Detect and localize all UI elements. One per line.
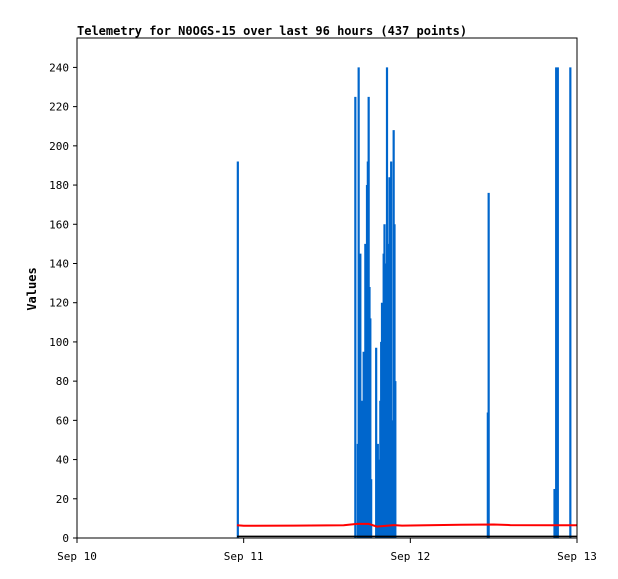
y-tick-label: 140 [49, 257, 69, 270]
y-tick-label: 40 [56, 454, 69, 467]
y-tick-label: 120 [49, 297, 69, 310]
y-tick-label: 60 [56, 414, 69, 427]
y-tick-label: 180 [49, 179, 69, 192]
plot-area [236, 67, 577, 538]
x-tick-label: Sep 11 [224, 550, 264, 563]
x-axis-ticks: Sep 10 Sep 11 Sep 12 Sep 13 [57, 538, 597, 563]
y-tick-label: 240 [49, 61, 69, 74]
plot-frame [76, 37, 578, 539]
y-axis-ticks: 0 20 40 60 80 100 120 140 160 180 200 220 240 [49, 61, 77, 545]
x-tick-label: Sep 13 [557, 550, 597, 563]
chart-title: Telemetry for N0OGS-15 over last 96 hour… [77, 24, 467, 38]
y-tick-label: 220 [49, 101, 69, 114]
series-blue-spikes [236, 67, 572, 538]
y-tick-label: 0 [62, 532, 69, 545]
y-axis-title: Values [25, 267, 39, 310]
y-tick-label: 80 [56, 375, 69, 388]
y-tick-label: 160 [49, 218, 69, 231]
x-tick-label: Sep 10 [57, 550, 97, 563]
y-tick-label: 200 [49, 140, 69, 153]
y-tick-label: 100 [49, 336, 69, 349]
series-red-line [236, 522, 577, 528]
x-tick-label: Sep 12 [390, 550, 430, 563]
y-tick-label: 20 [56, 493, 69, 506]
